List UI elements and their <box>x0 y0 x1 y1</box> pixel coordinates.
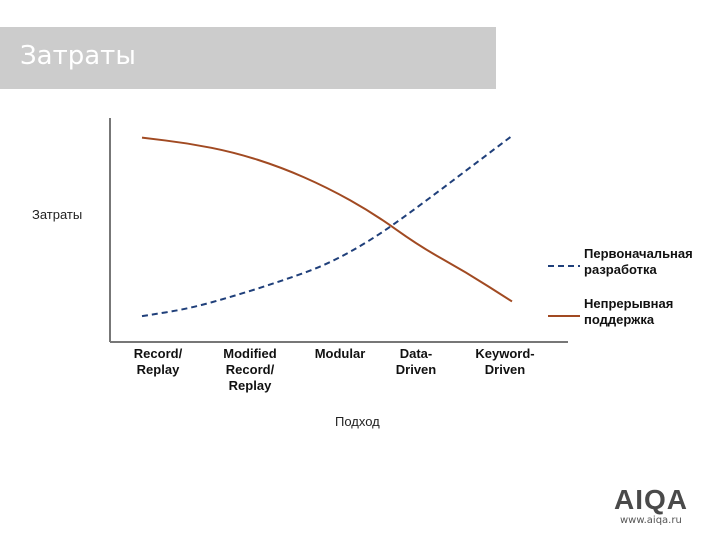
x-tick-label: Record/Replay <box>134 346 183 377</box>
x-tick-label: Modified Record/Replay <box>223 346 276 393</box>
legend: Первоначальная разработка Непрерывная подде… <box>548 246 693 327</box>
aiqa-logo: AIQA <box>614 484 694 524</box>
legend-label: Непрерывная поддержка <box>584 296 673 327</box>
legend-label: Первоначальная разработка <box>584 246 693 277</box>
title-bar: Затраты <box>0 27 496 89</box>
x-tick-label: Modular <box>315 346 366 361</box>
y-axis-label: Затраты <box>32 207 82 222</box>
x-tick-labels: Record/Replay Modified Record/Replay Modula… <box>134 346 535 393</box>
series-line-continuous-support <box>141 136 513 303</box>
site-url: www.aiqa.ru <box>620 515 682 526</box>
logo-text: AIQA <box>614 484 688 515</box>
series-lines <box>141 135 513 318</box>
x-tick-label: Data-Driven <box>396 346 437 377</box>
slide-title: Затраты <box>20 41 136 71</box>
x-axis-label: Подход <box>335 414 380 429</box>
x-tick-label: Keyword-Driven <box>475 346 534 377</box>
series-line-initial-development <box>141 135 513 318</box>
